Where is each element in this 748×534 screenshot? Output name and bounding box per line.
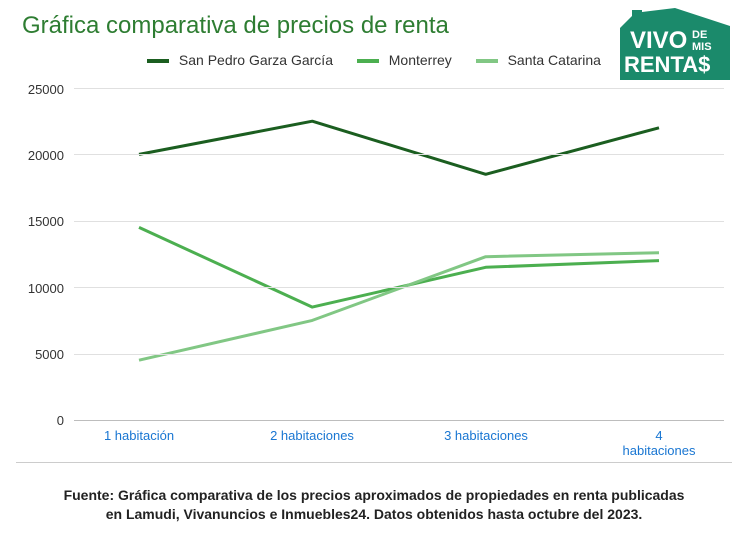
gridline [74,287,724,288]
x-tick-label: 3 habitaciones [444,428,528,443]
legend-item: Monterrey [357,52,452,68]
line-chart-svg [74,88,724,420]
source-caption: Fuente: Gráfica comparativa de los preci… [60,486,688,524]
legend-label: Monterrey [389,52,452,68]
legend-item: San Pedro Garza García [147,52,333,68]
legend-swatch [476,59,498,63]
logo-svg: VIVO DE MIS RENTA$ [620,8,730,80]
gridline [74,221,724,222]
chart-title: Gráfica comparativa de precios de renta [22,12,449,40]
gridline [74,88,724,89]
y-tick-label: 0 [16,413,64,428]
chart-legend: San Pedro Garza García Monterrey Santa C… [0,52,748,68]
series-line [139,253,659,361]
gridline [74,354,724,355]
legend-label: Santa Catarina [508,52,601,68]
series-line [139,227,659,307]
plot-region [74,88,724,420]
y-tick-label: 15000 [16,214,64,229]
divider [16,462,732,463]
x-tick-label: 1 habitación [104,428,174,443]
legend-label: San Pedro Garza García [179,52,333,68]
x-tick-label: 2 habitaciones [270,428,354,443]
legend-swatch [357,59,379,63]
y-tick-label: 5000 [16,347,64,362]
x-tick-label: 4 habitaciones [623,428,696,458]
x-axis-line [74,420,724,421]
series-line [139,121,659,174]
chart-area: 25000 20000 15000 10000 5000 0 1 habitac… [16,80,732,450]
legend-swatch [147,59,169,63]
svg-text:DE: DE [692,29,707,41]
y-tick-label: 10000 [16,281,64,296]
legend-item: Santa Catarina [476,52,601,68]
y-tick-label: 25000 [16,82,64,97]
gridline [74,154,724,155]
svg-text:VIVO: VIVO [630,27,687,54]
brand-logo: VIVO DE MIS RENTA$ [620,8,730,80]
y-tick-label: 20000 [16,148,64,163]
